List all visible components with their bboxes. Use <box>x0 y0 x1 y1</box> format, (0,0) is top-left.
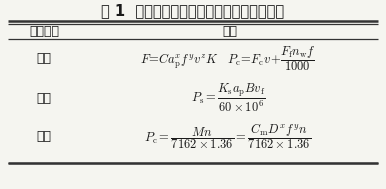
Text: $P_{\rm s} = \dfrac{K_{\rm s}a_{\rm p}Bv_{\rm f}}{60\times10^{6}}$: $P_{\rm s} = \dfrac{K_{\rm s}a_{\rm p}Bv… <box>191 82 265 114</box>
Text: $P_{\rm c} = \dfrac{Mn}{7162\times1.36} = \dfrac{C_{\rm m}D^{x}f^{y}n}{7162\time: $P_{\rm c} = \dfrac{Mn}{7162\times1.36} … <box>144 121 312 151</box>
Text: 模型: 模型 <box>222 25 237 38</box>
Text: 铣削: 铣削 <box>37 91 51 105</box>
Text: $F\!=\!Ca_{\rm p}^{x}f^{y}v^{z}K$   $P_{\rm c}\!=\!F_{\rm c}v\!+\!\dfrac{F_{\rm : $F\!=\!Ca_{\rm p}^{x}f^{y}v^{z}K$ $P_{\r… <box>141 45 315 74</box>
Text: 车削: 车削 <box>37 53 51 66</box>
Text: 钻削: 钻削 <box>37 129 51 143</box>
Text: 表 1  不同加工方式下的切削力切削功率模型: 表 1 不同加工方式下的切削力切削功率模型 <box>102 4 284 19</box>
Text: 加工方式: 加工方式 <box>29 25 59 38</box>
